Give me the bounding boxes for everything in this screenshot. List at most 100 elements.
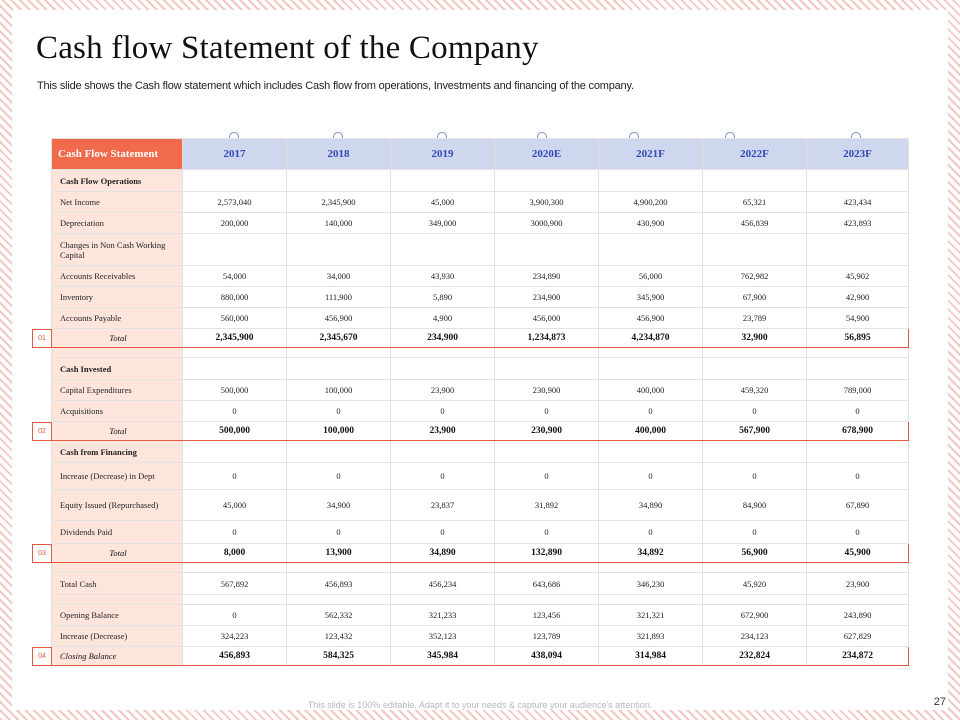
row-label: Inventory (51, 286, 183, 308)
table-cell (390, 594, 495, 605)
year-header: 2021F (598, 138, 703, 170)
table-cell: 0 (598, 520, 703, 544)
table-cell: 3000,900 (494, 212, 599, 234)
table-cell (494, 347, 599, 358)
table-body: Cash Flow Operations Net Income 2,573,040 2… (51, 169, 909, 666)
table-cell (182, 562, 287, 573)
table-cell: 32,900 (702, 328, 807, 348)
table-cell: 0 (702, 520, 807, 544)
table-cell: 2,345,900 (286, 191, 391, 213)
table-row: Equity Issued (Repurchased) 45,000 34,900 2… (51, 489, 909, 521)
total-row: Total 2,345,900 2,345,670 234,900 1,234,873 4… (51, 328, 909, 348)
table-cell (702, 357, 807, 380)
table-cell: 321,233 (390, 604, 495, 626)
table-row: Changes in Non Cash Working Capital (51, 233, 909, 266)
table-row (51, 562, 909, 573)
row-label: Total (51, 328, 183, 348)
table-row: Cash Flow Operations (51, 169, 909, 192)
table-cell (286, 169, 391, 192)
table-cell: 123,789 (494, 625, 599, 647)
table-cell: 880,000 (182, 286, 287, 308)
table-cell (494, 233, 599, 266)
table-cell: 123,432 (286, 625, 391, 647)
table-cell: 0 (390, 400, 495, 422)
table-cell (182, 357, 287, 380)
table-cell: 23,900 (390, 379, 495, 401)
table-cell: 2,345,900 (182, 328, 287, 348)
table-cell: 0 (598, 400, 703, 422)
table-cell: 2,573,040 (182, 191, 287, 213)
table-cell: 45,902 (806, 265, 909, 287)
table-cell: 8,000 (182, 543, 287, 563)
table-cell: 456,000 (494, 307, 599, 329)
table-cell (806, 594, 909, 605)
row-label: Capital Expenditures (51, 379, 183, 401)
table-cell (286, 357, 391, 380)
table-cell (390, 169, 495, 192)
table-cell: 789,000 (806, 379, 909, 401)
table-cell: 321,893 (598, 625, 703, 647)
table-cell: 0 (494, 462, 599, 490)
table-header-row: Cash Flow Statement 2017 2018 2019 2020E… (51, 138, 909, 170)
table-cell: 3,900,300 (494, 191, 599, 213)
table-cell (286, 347, 391, 358)
section-number-marker: 04 (32, 646, 51, 666)
footer-note: This slide is 100% editable. Adapt it to… (307, 700, 653, 710)
table-cell (494, 594, 599, 605)
table-cell: 643,686 (494, 572, 599, 595)
row-label: Closing Balance (51, 646, 183, 666)
table-cell: 0 (806, 400, 909, 422)
table-cell (390, 347, 495, 358)
table-cell: 456,900 (286, 307, 391, 329)
table-cell: 54,000 (182, 265, 287, 287)
row-label: Cash from Financing (51, 440, 183, 463)
table-row: Total Cash 567,892 456,893 456,234 643,686 34… (51, 572, 909, 595)
table-cell: 584,325 (286, 646, 391, 666)
table-row: Cash from Financing (51, 440, 909, 463)
table-cell: 84,900 (702, 489, 807, 521)
table-row: Inventory 880,000 111,900 5,890 234,900 345,9… (51, 286, 909, 308)
table-row (51, 347, 909, 358)
table-cell: 230,900 (494, 379, 599, 401)
table-cell (390, 562, 495, 573)
table-cell: 500,000 (182, 421, 287, 441)
table-cell: 456,893 (182, 646, 287, 666)
table-cell: 500,000 (182, 379, 287, 401)
table-cell: 562,332 (286, 604, 391, 626)
table-cell (598, 562, 703, 573)
table-cell (390, 233, 495, 266)
table-cell (286, 440, 391, 463)
table-cell: 0 (702, 462, 807, 490)
table-cell (702, 562, 807, 573)
table-cell (806, 440, 909, 463)
table-cell: 567,900 (702, 421, 807, 441)
row-label: Increase (Decrease) in Dept (51, 462, 183, 490)
table-cell: 762,982 (702, 265, 807, 287)
table-row: Dividends Paid 0 0 0 0 0 0 0 (51, 520, 909, 544)
table-cell: 56,895 (806, 328, 909, 348)
section-number-marker: 01 (32, 328, 51, 348)
table-cell: 0 (182, 604, 287, 626)
table-cell: 243,890 (806, 604, 909, 626)
row-label: Cash Invested (51, 357, 183, 380)
row-label: Dividends Paid (51, 520, 183, 544)
table-cell (702, 594, 807, 605)
table-cell: 430,900 (598, 212, 703, 234)
table-cell: 0 (286, 520, 391, 544)
table-cell: 111,900 (286, 286, 391, 308)
table-cell (702, 233, 807, 266)
table-cell: 567,892 (182, 572, 287, 595)
table-cell: 672,900 (702, 604, 807, 626)
table-cell (806, 233, 909, 266)
table-cell: 132,890 (494, 543, 599, 563)
table-cell: 456,234 (390, 572, 495, 595)
table-row: Capital Expenditures 500,000 100,000 23,900… (51, 379, 909, 401)
table-cell (494, 169, 599, 192)
row-label: Equity Issued (Repurchased) (51, 489, 183, 521)
table-cell (598, 233, 703, 266)
table-cell: 23,900 (390, 421, 495, 441)
table-cell: 140,000 (286, 212, 391, 234)
table-cell: 100,000 (286, 379, 391, 401)
table-cell: 321,321 (598, 604, 703, 626)
table-row: Cash Invested (51, 357, 909, 380)
